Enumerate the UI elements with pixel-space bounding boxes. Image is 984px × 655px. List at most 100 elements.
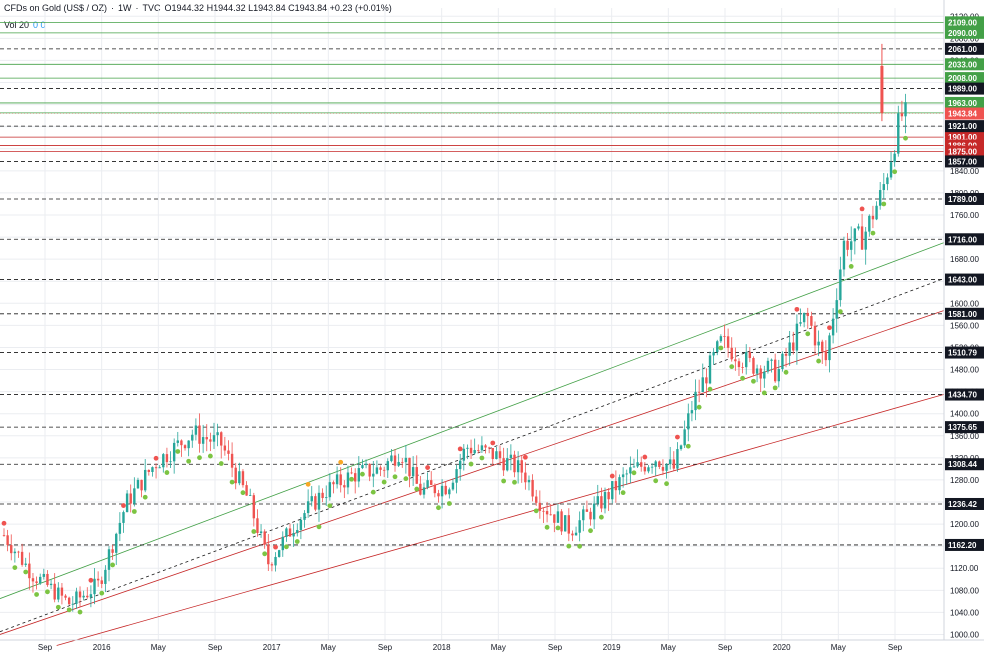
candle-body — [339, 474, 342, 486]
signal-dot — [88, 577, 94, 583]
signal-dot — [316, 524, 322, 530]
candle-body — [788, 342, 791, 356]
candle-body — [172, 442, 176, 462]
candle-body — [726, 336, 730, 348]
candle-body — [53, 583, 56, 600]
signal-dot — [338, 459, 344, 465]
dashed-level-label-bg — [945, 346, 984, 359]
horizontal-levels — [0, 21, 944, 546]
candle-body — [535, 496, 538, 503]
candle-body — [96, 578, 100, 581]
candle-body — [194, 425, 198, 435]
candle-body — [100, 580, 103, 584]
current-price-label: 1943.84 — [948, 110, 977, 119]
x-tick-label: May — [491, 643, 506, 652]
trend-lines — [0, 242, 945, 646]
legend-interval: 1W — [118, 3, 132, 13]
y-tick-label: 1760.00 — [950, 211, 979, 220]
candle-body — [625, 473, 628, 475]
candle-body — [433, 484, 437, 494]
signal-dot — [533, 508, 539, 514]
candle-body — [734, 359, 737, 362]
dashed-level-label: 1643.00 — [948, 276, 977, 285]
candle-body — [860, 226, 864, 250]
candle-body — [636, 462, 639, 467]
candle-body — [198, 425, 201, 444]
candles — [2, 43, 907, 612]
candle-body — [694, 391, 697, 411]
candle-body — [288, 528, 292, 537]
trend-line — [0, 242, 945, 599]
dashed-level-label-bg — [945, 388, 984, 401]
signal-dot — [881, 201, 887, 207]
y-tick-label: 1280.00 — [950, 476, 979, 485]
candle-body — [614, 481, 618, 491]
candle-body — [784, 353, 788, 356]
signal-dot — [772, 385, 778, 391]
signal-dot — [207, 453, 213, 459]
candle-body — [745, 352, 748, 368]
candle-body — [676, 449, 679, 469]
candle-body — [880, 65, 884, 113]
candle-body — [256, 518, 259, 534]
green-level-label: 2008.00 — [948, 74, 977, 83]
candle-body — [180, 440, 183, 446]
candle-body — [444, 485, 447, 495]
candle-body — [274, 556, 277, 566]
green-level-label: 2109.00 — [948, 18, 977, 27]
candle-body — [292, 533, 295, 537]
candle-body — [755, 368, 759, 374]
x-tick-label: May — [151, 643, 166, 652]
candle-body — [6, 535, 9, 546]
dashed-level-label: 1921.00 — [948, 122, 977, 131]
current-price-label-bg — [945, 107, 984, 120]
signal-dot — [457, 446, 463, 452]
candle-body — [839, 269, 842, 301]
price-axis[interactable]: 1000.001040.001080.001120.001160.001200.… — [943, 0, 984, 640]
candle-body — [770, 359, 773, 361]
candle-body — [111, 549, 114, 553]
time-axis[interactable]: Sep 2016 May Sep 2017 May Sep 2018 May Sep 2019 May… — [0, 639, 984, 652]
dashed-level-label: 1162.20 — [948, 541, 977, 550]
candle-body — [49, 583, 53, 586]
signal-dot — [740, 375, 745, 381]
signal-dot — [327, 503, 333, 509]
candle-body — [375, 467, 379, 474]
candle-body — [93, 578, 96, 595]
candle-body — [397, 461, 400, 466]
candle-body — [831, 318, 835, 336]
candle-body — [220, 432, 223, 446]
x-tick-label: May — [321, 643, 336, 652]
candle-body — [144, 469, 147, 491]
signal-dot — [816, 358, 822, 364]
candle-body — [325, 497, 328, 499]
signal-dot — [446, 501, 452, 506]
candle-body — [440, 485, 444, 497]
signal-dot — [566, 543, 572, 549]
candle-body — [824, 351, 828, 361]
signal-dot — [794, 306, 800, 312]
candle-body — [140, 479, 143, 491]
signal-dot — [718, 345, 724, 351]
signal-dot — [609, 473, 615, 479]
candle-body — [422, 487, 426, 495]
candle-body — [502, 458, 505, 471]
signal-dot — [218, 461, 224, 466]
signal-dot — [468, 461, 474, 467]
candle-body — [632, 466, 636, 468]
candle-body — [491, 447, 494, 460]
candle-body — [582, 509, 585, 521]
candle-body — [169, 461, 172, 463]
candle-body — [78, 591, 82, 598]
signal-dot — [729, 364, 735, 370]
signal-dots — [1, 135, 908, 615]
x-tick-label: 2018 — [433, 643, 451, 652]
candle-body — [437, 493, 440, 497]
candle-body — [563, 515, 567, 532]
candle-body — [484, 445, 487, 448]
signal-dot — [512, 479, 517, 485]
signal-dot — [544, 524, 550, 530]
signal-dot — [229, 479, 235, 485]
candle-body — [802, 312, 806, 323]
